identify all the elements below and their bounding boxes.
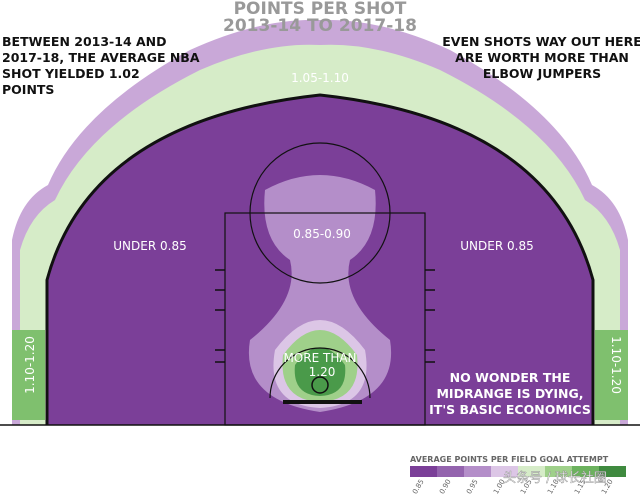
legend-swatch xyxy=(410,466,437,477)
lane-marks xyxy=(215,269,435,363)
legend-swatch xyxy=(437,466,464,477)
annotation: MIDRANGE IS DYING, xyxy=(436,386,583,401)
legend-swatch xyxy=(599,466,626,477)
legend: 0.85 0.90 0.95 1.00 1.05 1.10 1.15 1.20 xyxy=(410,466,626,495)
annotation: NO WONDER THE xyxy=(450,370,571,385)
legend-title: AVERAGE POINTS PER FIELD GOAL ATTEMPT xyxy=(410,455,609,464)
restricted-area xyxy=(269,347,371,399)
title: POINTS PER SHOT xyxy=(234,0,407,19)
rim xyxy=(311,376,329,394)
zone-label: 1.10-1.20 xyxy=(609,336,623,394)
annotation: POINTS xyxy=(2,82,54,97)
legend-swatch xyxy=(572,466,599,477)
legend-label: 0.85 xyxy=(411,478,426,495)
zone-label: 1.10-1.20 xyxy=(23,336,37,394)
legend-swatch xyxy=(518,466,545,477)
legend-swatch xyxy=(545,466,572,477)
annotation: ARE WORTH MORE THAN xyxy=(455,50,629,65)
watermark: 头条号 / 球长社圈 xyxy=(503,470,607,486)
legend-label: 0.90 xyxy=(438,478,453,495)
free-throw-circle xyxy=(249,142,391,284)
legend-label: 0.95 xyxy=(465,478,480,495)
zone-label: MORE THAN xyxy=(283,351,356,365)
legend-swatch xyxy=(464,466,491,477)
heat-rim-core xyxy=(294,347,346,396)
zone-label: 1.20 xyxy=(309,365,336,379)
zone-label: 1.05-1.10 xyxy=(291,71,349,85)
legend-swatch xyxy=(491,466,518,477)
annotation: BETWEEN 2013-14 AND xyxy=(2,34,167,49)
zone-label: UNDER 0.85 xyxy=(460,239,533,253)
zone-label: 0.85-0.90 xyxy=(293,227,351,241)
three-point-line xyxy=(45,93,595,425)
subtitle: 2013-14 TO 2017-18 xyxy=(223,16,417,36)
annotation: SHOT YIELDED 1.02 xyxy=(2,66,140,81)
annotation: EVEN SHOTS WAY OUT HERE xyxy=(442,34,640,49)
annotation: ELBOW JUMPERS xyxy=(483,66,601,81)
annotation: IT'S BASIC ECONOMICS xyxy=(429,402,591,417)
annotation: 2017-18, THE AVERAGE NBA xyxy=(2,50,200,65)
zone-label: UNDER 0.85 xyxy=(113,239,186,253)
